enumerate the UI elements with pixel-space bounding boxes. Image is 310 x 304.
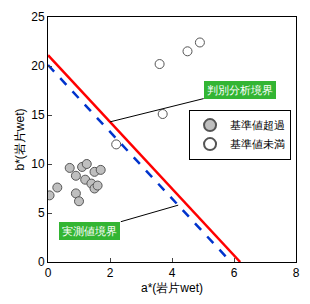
svg-text:8: 8 (293, 266, 300, 280)
svg-text:20: 20 (31, 59, 45, 73)
svg-text:b*(岩片wet): b*(岩片wet) (13, 108, 27, 170)
svg-text:基準値超過: 基準値超過 (230, 119, 285, 131)
svg-text:2: 2 (107, 266, 114, 280)
svg-text:実測値境界: 実測値境界 (62, 225, 117, 237)
svg-text:4: 4 (169, 266, 176, 280)
svg-text:判別分析境界: 判別分析境界 (207, 84, 273, 96)
svg-text:基準値未満: 基準値未満 (230, 138, 285, 150)
svg-text:10: 10 (31, 157, 45, 171)
svg-text:0: 0 (38, 255, 45, 269)
svg-text:5: 5 (38, 206, 45, 220)
svg-text:6: 6 (231, 266, 238, 280)
svg-text:0: 0 (45, 266, 52, 280)
svg-text:a*(岩片wet): a*(岩片wet) (141, 281, 203, 295)
svg-text:25: 25 (31, 10, 45, 24)
svg-text:15: 15 (31, 108, 45, 122)
